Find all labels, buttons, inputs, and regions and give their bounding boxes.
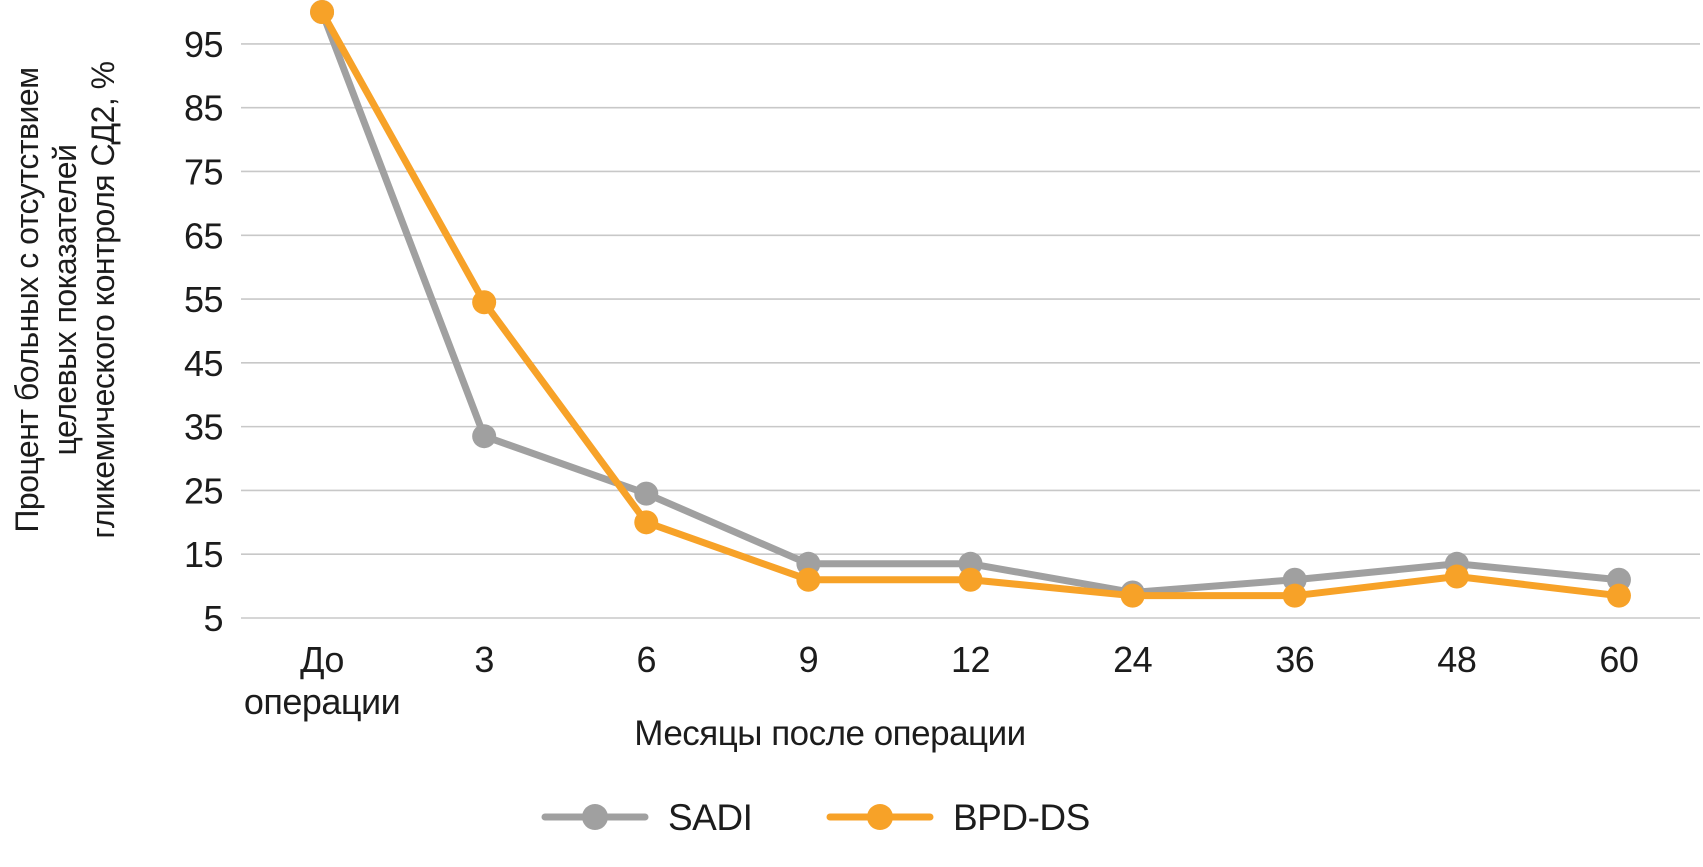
x-tick-label: 6 bbox=[637, 639, 657, 680]
data-point bbox=[1282, 583, 1307, 608]
legend-marker-bpdds bbox=[867, 804, 893, 830]
legend-label-sadi: SADI bbox=[668, 797, 752, 838]
y-axis-title-line-2: целевых показателей bbox=[47, 145, 83, 456]
y-axis-title: Процент больных с отсутствием целевых по… bbox=[9, 61, 121, 538]
x-tick-label: 24 bbox=[1113, 639, 1152, 680]
series-line bbox=[318, 8, 1623, 600]
y-tick-label: 95 bbox=[184, 24, 223, 65]
y-axis-title-line-1: Процент больных с отсутствием bbox=[9, 67, 45, 532]
series-sadi bbox=[310, 0, 1631, 605]
x-tick-label: 48 bbox=[1437, 639, 1476, 680]
x-tick-label: 12 bbox=[951, 639, 990, 680]
x-tick-label: 3 bbox=[474, 639, 494, 680]
y-tick-label: 75 bbox=[184, 151, 223, 192]
y-tick-label: 15 bbox=[184, 534, 223, 575]
y-tick-label: 35 bbox=[184, 407, 223, 448]
series-layer bbox=[310, 0, 1631, 608]
y-axis-tick-labels: 95 85 75 65 55 45 35 25 15 5 bbox=[184, 24, 224, 639]
legend: SADI BPD-DS bbox=[541, 797, 1090, 838]
y-tick-label: 55 bbox=[184, 279, 223, 320]
data-point bbox=[472, 424, 497, 449]
data-point bbox=[1444, 564, 1469, 589]
y-tick-label: 85 bbox=[184, 88, 223, 129]
y-tick-label: 25 bbox=[184, 470, 223, 511]
data-point bbox=[310, 0, 335, 24]
x-tick-label: До операции bbox=[244, 639, 400, 722]
gridlines bbox=[241, 43, 1700, 619]
data-point bbox=[634, 481, 659, 506]
series-line bbox=[318, 8, 1623, 596]
data-point bbox=[958, 567, 983, 592]
y-tick-label: 65 bbox=[184, 215, 223, 256]
data-point bbox=[472, 290, 497, 315]
y-axis-title-line-3: гликемического контроля СД2, % bbox=[85, 61, 121, 538]
data-point bbox=[1606, 583, 1631, 608]
series-bpd-ds bbox=[310, 0, 1631, 608]
y-tick-label: 45 bbox=[184, 343, 223, 384]
y-tick-label: 5 bbox=[203, 598, 223, 639]
x-tick-label: 9 bbox=[799, 639, 819, 680]
data-point bbox=[634, 510, 659, 535]
x-tick-label: 36 bbox=[1275, 639, 1314, 680]
legend-label-bpdds: BPD-DS bbox=[953, 797, 1090, 838]
x-tick-label: 60 bbox=[1599, 639, 1638, 680]
x-axis-title: Месяцы после операции bbox=[634, 714, 1025, 753]
data-point bbox=[796, 567, 821, 592]
legend-marker-sadi bbox=[582, 804, 608, 830]
data-point bbox=[1120, 583, 1145, 608]
